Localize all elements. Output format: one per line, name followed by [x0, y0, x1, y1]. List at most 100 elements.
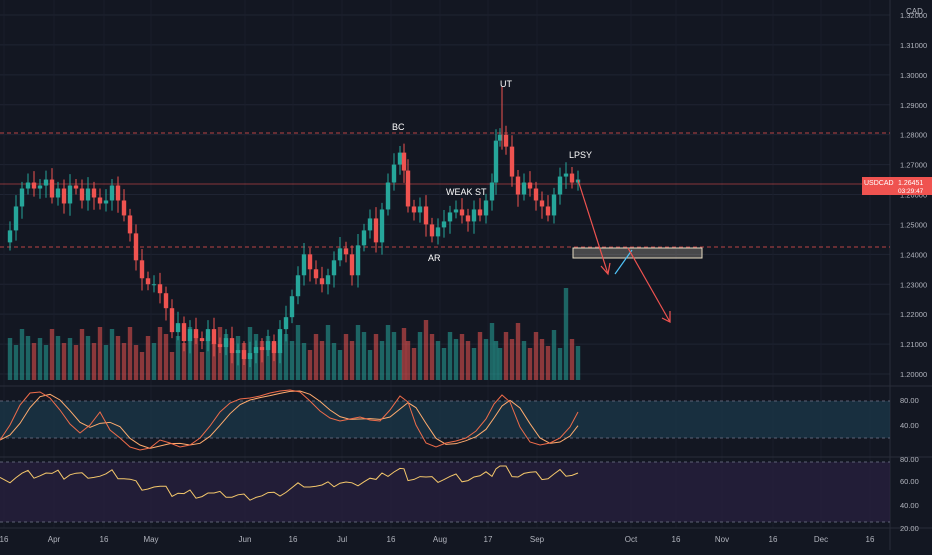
candle-body — [55, 188, 61, 198]
candle-body — [67, 185, 73, 204]
candle-body — [533, 188, 539, 201]
price-tick-label: 1.31000 — [900, 41, 927, 50]
candle-body — [503, 134, 509, 147]
volume-bar — [157, 327, 163, 380]
volume-bar — [169, 352, 175, 380]
volume-bar — [489, 323, 495, 380]
time-tick-label: 16 — [769, 535, 778, 544]
candle-body — [97, 197, 103, 204]
volume-bar — [319, 341, 325, 380]
label-weak-st[interactable]: WEAK ST — [446, 187, 487, 197]
volume-bar — [411, 348, 417, 380]
volume-bar — [61, 343, 67, 380]
candle-body — [229, 338, 235, 354]
volume-bar — [539, 339, 545, 380]
volume-bar — [509, 339, 515, 380]
volume-bar — [521, 341, 527, 380]
volume-bar — [373, 334, 379, 380]
time-axis[interactable]: 16 Apr 16 May Jun 16 Jul 16 Aug 17 Sep Oct 16 Nov 16 De… — [0, 535, 875, 544]
volume-bar — [181, 343, 187, 380]
candle-body — [109, 185, 115, 201]
volume-bar — [397, 350, 403, 380]
volume-bar — [361, 332, 367, 380]
candle-body — [277, 329, 283, 354]
price-tick-label: 1.24000 — [900, 250, 927, 259]
candle-body — [259, 347, 265, 351]
forecast-arrow-down-1[interactable] — [577, 179, 609, 275]
stoch-band — [0, 401, 890, 438]
volume-bar — [349, 341, 355, 380]
forecast-arrow-head-2 — [661, 311, 671, 323]
volume-bar — [325, 325, 331, 380]
label-bc[interactable]: BC — [392, 122, 405, 132]
volume-bar — [73, 345, 79, 380]
volume-bar — [477, 332, 483, 380]
volume-bar — [331, 343, 337, 380]
forecast-arrow-up[interactable] — [614, 249, 633, 275]
time-tick-label: 16 — [289, 535, 298, 544]
price-tick-label: 1.32000 — [900, 11, 927, 20]
candle-body — [79, 188, 85, 201]
forecast-arrow-down-2[interactable] — [627, 247, 671, 323]
volume-bar — [313, 334, 319, 380]
time-tick-label: Nov — [715, 535, 729, 544]
candle-body — [539, 200, 545, 207]
volume-bar — [115, 336, 121, 380]
label-lpsy[interactable]: LPSY — [569, 150, 592, 160]
volume-bar — [569, 339, 575, 380]
candle-body — [301, 254, 307, 276]
volume-bar — [43, 345, 49, 380]
candle-body — [199, 338, 205, 342]
stoch-tick-label: 40.00 — [900, 421, 919, 430]
volume-bar — [25, 336, 31, 380]
candle-body — [429, 224, 435, 237]
candle-body — [349, 254, 355, 276]
target-zone-box[interactable] — [572, 247, 703, 259]
volume-bar — [91, 343, 97, 380]
candle-body — [411, 206, 417, 213]
volume-bar — [127, 327, 133, 380]
time-tick-label: Aug — [433, 535, 447, 544]
candle-body — [417, 206, 423, 213]
volume-bar — [557, 348, 563, 380]
candle-body — [217, 344, 223, 348]
volume-bar — [139, 352, 145, 380]
candle-body — [223, 338, 229, 348]
candle-body — [493, 140, 499, 183]
candle-body — [557, 176, 563, 195]
candle-body — [397, 152, 403, 165]
candle-body — [121, 200, 127, 216]
label-ut[interactable]: UT — [500, 79, 512, 89]
volume-bar — [533, 332, 539, 380]
volume-bar — [37, 338, 43, 380]
candle-body — [169, 308, 175, 333]
candle-body — [367, 218, 373, 231]
volume-bar — [13, 345, 19, 380]
candle-body — [497, 134, 503, 141]
candle-body — [569, 173, 575, 183]
volume-bar — [49, 329, 55, 380]
label-ar[interactable]: AR — [428, 253, 441, 263]
volume-bar — [367, 350, 373, 380]
candle-body — [133, 233, 139, 261]
price-tick-label: 1.28000 — [900, 131, 927, 140]
candle-body — [563, 173, 569, 177]
candle-body — [459, 209, 465, 216]
volume-bar — [301, 343, 307, 380]
volume-bar — [515, 323, 521, 380]
candle-body — [423, 206, 429, 225]
candlesticks — [7, 86, 581, 368]
volume-bar — [205, 336, 211, 380]
volume-bar — [527, 348, 533, 380]
volume-bar — [7, 338, 13, 380]
candle-body — [145, 278, 151, 285]
time-tick-label: Oct — [625, 535, 638, 544]
time-tick-label: May — [143, 535, 158, 544]
volume-bar — [67, 338, 73, 380]
price-tag[interactable]: USDCAD 1.26451 03:29:47 — [862, 177, 932, 195]
price-tick-label: 1.21000 — [900, 340, 927, 349]
volume-bar — [277, 350, 283, 380]
user-drawings[interactable] — [572, 179, 703, 323]
